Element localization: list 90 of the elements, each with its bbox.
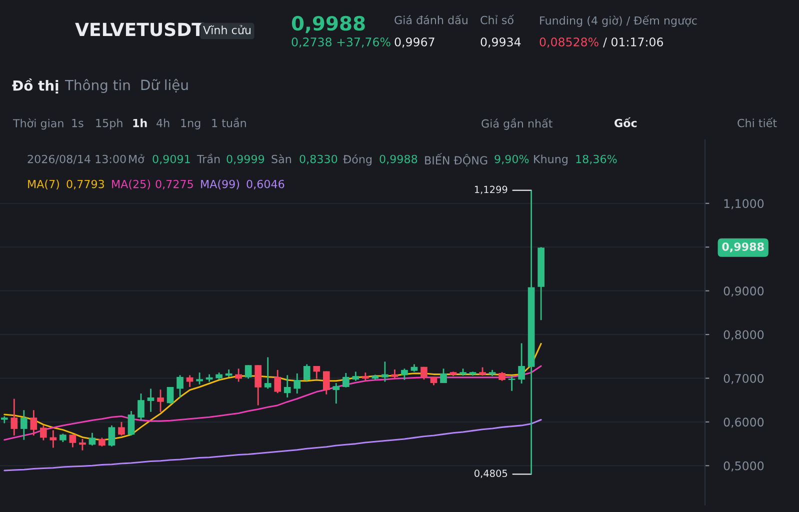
candlestick [264,356,272,390]
text: 0,9988 [292,16,365,34]
annotation: Khung [534,154,568,166]
y-tick-label: 0,8000 [724,330,764,340]
text: MA(7) [28,180,59,190]
line-series [4,365,542,441]
text: 0,2738 +37,76% [292,37,390,48]
candlestick [382,360,388,382]
candlestick [40,424,47,441]
text: Funding (4 giờ) / Đếm ngược [540,15,697,27]
candlestick [284,374,291,398]
annotation: Sàn [272,154,291,164]
candlestick [254,364,262,406]
candlestick [303,364,310,382]
text: Giá gần nhất [482,118,552,130]
candlestick [157,388,164,413]
candlestick [108,424,116,448]
annotation: Đóng [343,154,372,166]
text: 18,36% [576,154,617,164]
text: 15ph [96,118,122,130]
text: Dữ liệu [141,78,188,92]
candlestick [322,370,330,396]
candlestick [138,392,144,421]
text: 1s [72,118,84,128]
annotation: 0,9091 [152,154,190,164]
candlestick [147,388,154,413]
annotation: 0,9988 [380,154,418,164]
candlestick [440,368,447,384]
annotation: Mở [129,154,144,164]
text: 1h [133,118,147,128]
candlestick [235,368,242,382]
y-tick-label: 0,7000 [724,374,764,384]
text: Thông tin [64,79,130,93]
candlestick [176,374,184,398]
text: Giá đánh dấu [394,14,468,24]
annotation: 9,90% [494,154,529,164]
annotation: 2026/08/14 13:00 [28,154,126,164]
annotation: 0,4805 [474,470,508,478]
candlestick [128,410,135,436]
text: 4h [156,118,170,128]
annotation: 0,7275 [156,180,193,190]
candlestick [10,398,18,436]
y-tick-label: 0,5000 [724,461,764,472]
candlestick [30,409,38,436]
candlestick [20,409,28,441]
text: Vĩnh cửu [203,25,250,34]
candlestick [196,372,203,386]
candlestick [50,430,57,448]
y-tick-label: 0,6000 [724,418,764,428]
annotation: BIẾN ĐỘNG [425,153,488,166]
text: 0,9967 [394,37,434,48]
text: MA(99) [201,180,240,190]
candlestick [69,434,76,448]
text: Chỉ số [480,14,514,24]
annotation: 0,7793 [66,180,104,190]
annotation: 0,8330 [300,154,338,164]
candlestick [420,366,428,380]
annotation: Trần [196,154,220,164]
candlestick [401,368,408,381]
text: 0,9988 [722,242,764,252]
y-tick-label: 0,9000 [724,286,764,297]
candlestick [352,370,360,382]
text: 0,9934 [480,37,521,48]
annotation: 0,9999 [226,154,264,164]
candlestick [244,364,252,380]
text: 1ng [181,118,200,130]
candlestick [88,432,96,446]
text: Gốc [614,117,637,128]
text: / 01:17:06 [603,37,664,48]
candlestick [332,382,340,404]
candlestick [118,421,125,436]
text: Thời gian [12,118,64,130]
annotation: 0,6046 [246,180,284,190]
line-series [4,418,542,472]
text: 1 tuần [212,118,246,128]
chart-title: VELVETUSDT [75,22,204,36]
candlestick [313,365,320,380]
text: Chi tiết [738,118,777,128]
y-tick-label: 1,1000 [724,199,764,210]
text: MA(25) [112,180,150,190]
annotation: 1,1299 [474,186,508,194]
candlestick [508,375,516,392]
candlestick [518,342,525,384]
candlestick [166,386,174,404]
candlestick [79,438,86,452]
candlestick [342,372,350,388]
candlestick [294,372,301,394]
text: 0,08528% [540,37,598,48]
candlestick [274,369,282,394]
text: Đồ thị [12,78,58,94]
